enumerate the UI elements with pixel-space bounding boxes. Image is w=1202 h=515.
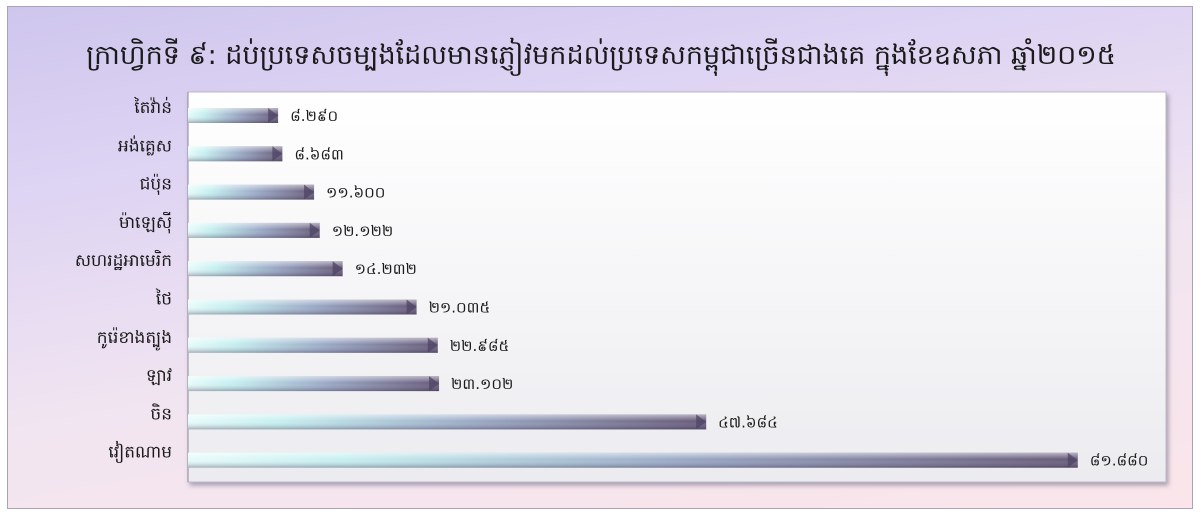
bar-shading [188, 414, 707, 430]
category-label: តៃវ៉ាន់ [133, 96, 172, 118]
category-label: ម៉ាឡេស៊ី [119, 211, 172, 234]
data-label: ១៤.២៣២ [355, 260, 417, 278]
bar-shading [188, 184, 315, 200]
bar-end-bevel [429, 376, 440, 392]
chart-title: ក្រាហ្វិកទី ៩: ដប់ប្រទេសចម្បងដែលមានភ្ញៀវ… [86, 40, 1116, 71]
bar-end-bevel [332, 261, 343, 277]
bar-shading [188, 337, 438, 353]
bar-shading [188, 376, 440, 392]
data-label: ៨.៦៨៣ [294, 145, 343, 163]
data-label: ១២.១២២ [332, 222, 394, 240]
bar-end-bevel [1067, 452, 1078, 468]
bar-end-bevel [268, 108, 279, 123]
bar-end-bevel [406, 299, 417, 315]
bar-end-bevel [304, 184, 315, 200]
data-label: ១១.៦០០ [326, 184, 385, 202]
category-label: ឡាវ [146, 366, 172, 386]
data-label: ៤៧.៦៨៤ [718, 413, 778, 431]
bar-end-bevel [272, 146, 283, 162]
bar-end-bevel [309, 222, 320, 238]
bar-shading [188, 261, 343, 277]
category-label: សហរដ្ឋអាមេរិក [75, 249, 172, 271]
category-label: កូរ៉េខាងត្បូង [97, 327, 172, 351]
data-label: ២១.០៣៥ [429, 299, 491, 317]
bar-shading [188, 146, 283, 162]
bar-end-bevel [427, 337, 438, 353]
category-label: ថៃ [155, 288, 172, 310]
data-label: ៨.២៩០ [290, 107, 338, 125]
category-label: វៀតណាម [108, 441, 172, 464]
bar-end-bevel [696, 414, 707, 430]
category-label: ចិន [150, 402, 172, 424]
data-label: ២២.៩៨៥ [450, 337, 509, 355]
bar-shading [188, 222, 320, 238]
bar-shading [188, 452, 1078, 468]
bar-shading [188, 299, 417, 315]
category-label: អង់គ្លេស [118, 134, 172, 156]
bar-shading [188, 108, 279, 123]
category-label: ជប៉ុន [140, 174, 172, 196]
data-label: ២៣.១០២ [451, 375, 513, 393]
data-label: ៨១.៨៨០ [1090, 452, 1149, 470]
